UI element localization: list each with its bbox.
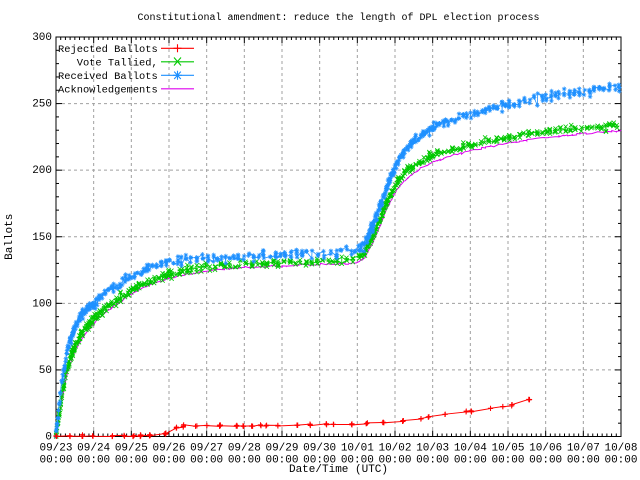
- svg-text:00:00: 00:00: [454, 455, 487, 467]
- svg-text:Ballots: Ballots: [4, 214, 16, 260]
- svg-text:00:00: 00:00: [604, 455, 637, 467]
- svg-text:00:00: 00:00: [491, 455, 524, 467]
- svg-text:09/26: 09/26: [152, 443, 185, 455]
- svg-text:10/04: 10/04: [454, 443, 487, 455]
- svg-text:10/02: 10/02: [378, 443, 411, 455]
- svg-text:00:00: 00:00: [228, 455, 261, 467]
- svg-text:09/29: 09/29: [265, 443, 298, 455]
- svg-text:200: 200: [32, 165, 52, 177]
- svg-text:10/03: 10/03: [416, 443, 449, 455]
- svg-text:00:00: 00:00: [529, 455, 562, 467]
- svg-text:09/23: 09/23: [39, 443, 72, 455]
- svg-text:Received Ballots: Received Ballots: [58, 71, 158, 83]
- svg-text:Vote Tallied,: Vote Tallied,: [58, 58, 158, 70]
- svg-text:Rejected Ballots: Rejected Ballots: [58, 44, 158, 56]
- svg-text:09/27: 09/27: [190, 443, 223, 455]
- svg-text:00:00: 00:00: [115, 455, 148, 467]
- svg-text:10/07: 10/07: [567, 443, 600, 455]
- svg-text:00:00: 00:00: [416, 455, 449, 467]
- svg-text:50: 50: [39, 365, 52, 377]
- svg-text:09/28: 09/28: [228, 443, 261, 455]
- svg-text:300: 300: [32, 32, 52, 44]
- svg-text:00:00: 00:00: [152, 455, 185, 467]
- svg-text:09/24: 09/24: [77, 443, 110, 455]
- svg-text:00:00: 00:00: [39, 455, 72, 467]
- svg-text:Date/Time (UTC): Date/Time (UTC): [289, 464, 388, 476]
- svg-text:100: 100: [32, 298, 52, 310]
- svg-text:250: 250: [32, 99, 52, 111]
- svg-text:Acknowledgements: Acknowledgements: [58, 85, 158, 97]
- svg-text:09/30: 09/30: [303, 443, 336, 455]
- svg-text:00:00: 00:00: [190, 455, 223, 467]
- svg-text:10/08: 10/08: [604, 443, 637, 455]
- svg-text:10/06: 10/06: [529, 443, 562, 455]
- svg-text:09/25: 09/25: [115, 443, 148, 455]
- svg-text:10/01: 10/01: [341, 443, 374, 455]
- svg-text:00:00: 00:00: [567, 455, 600, 467]
- svg-text:00:00: 00:00: [77, 455, 110, 467]
- svg-text:10/05: 10/05: [491, 443, 524, 455]
- svg-text:150: 150: [32, 232, 52, 244]
